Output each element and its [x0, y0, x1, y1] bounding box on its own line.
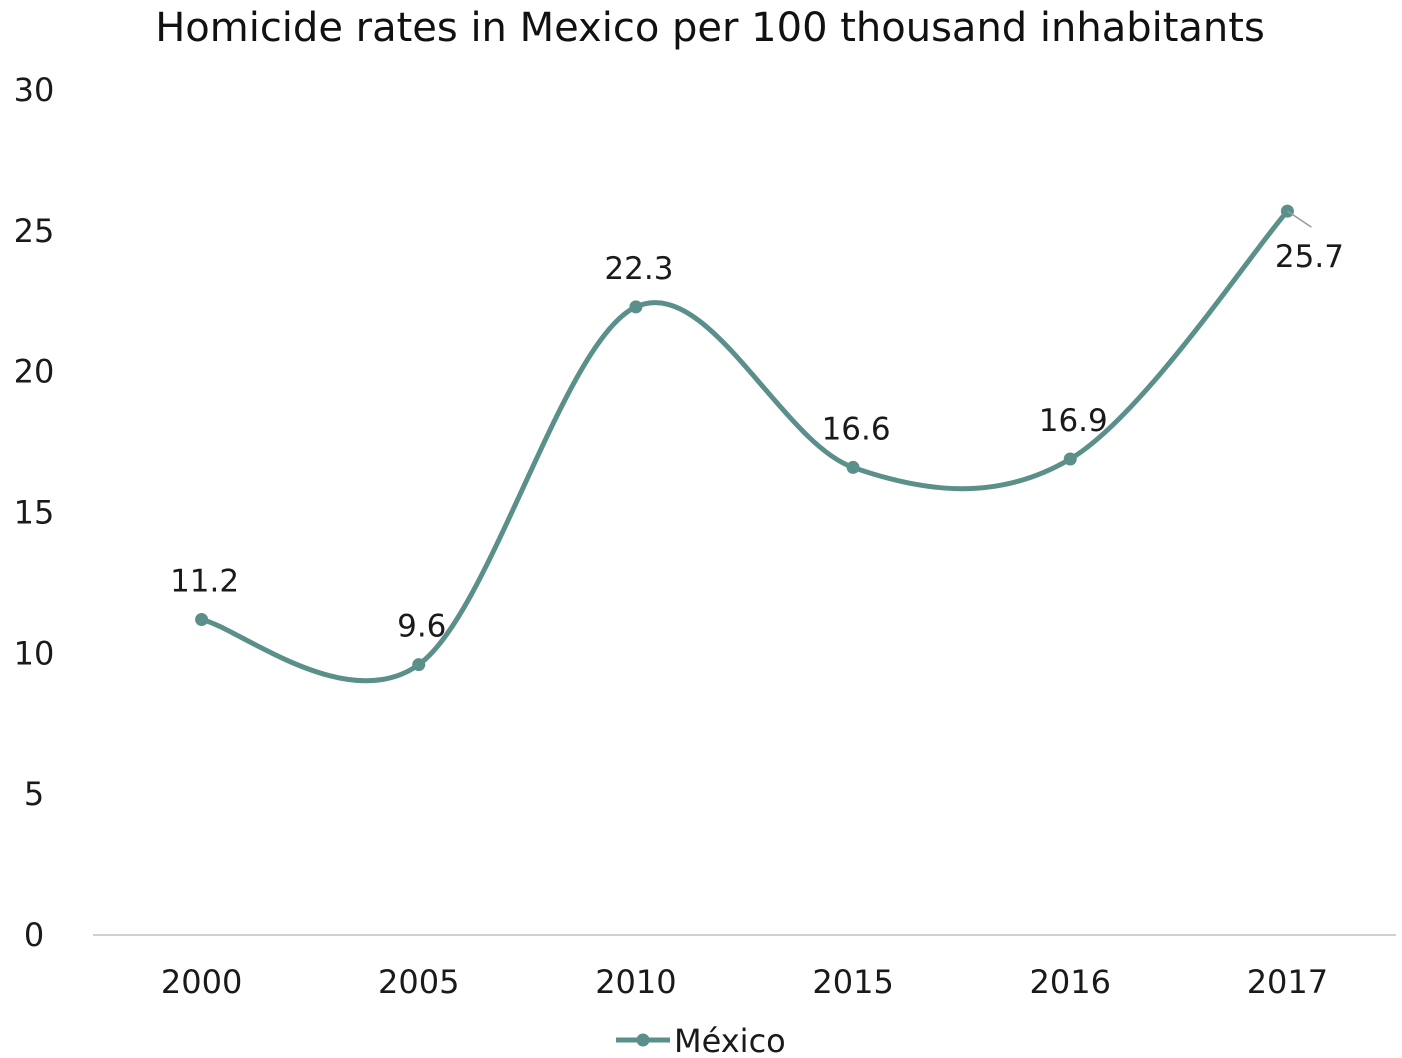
x-tick-label: 2017 — [1247, 963, 1328, 1001]
x-tick-label: 2000 — [161, 963, 242, 1001]
data-label: 9.6 — [397, 609, 446, 645]
series-line-mexico — [199, 208, 1290, 684]
chart-title: Homicide rates in Mexico per 100 thousan… — [155, 5, 1265, 51]
data-point — [1063, 452, 1077, 466]
y-axis-ticks: 0 5 10 15 20 25 30 — [14, 71, 55, 954]
x-tick-label: 2015 — [812, 963, 893, 1001]
data-label: 22.3 — [604, 251, 673, 287]
data-point — [846, 460, 860, 474]
y-tick-label: 0 — [24, 916, 44, 954]
data-label: 25.7 — [1275, 239, 1344, 275]
legend-label-mexico: México — [674, 1022, 786, 1058]
data-label: 16.6 — [822, 411, 891, 447]
y-tick-label: 15 — [14, 494, 55, 532]
x-tick-label: 2010 — [595, 963, 676, 1001]
data-points — [195, 204, 1294, 672]
data-point — [629, 300, 643, 314]
y-tick-label: 30 — [14, 71, 55, 109]
data-point — [412, 658, 426, 672]
y-tick-label: 10 — [14, 634, 55, 672]
x-axis-ticks: 2000 2005 2010 2015 2016 2017 — [161, 963, 1328, 1001]
y-tick-label: 25 — [14, 212, 55, 250]
data-point — [195, 613, 209, 627]
legend: México — [616, 1022, 786, 1058]
y-tick-label: 5 — [24, 775, 44, 813]
y-tick-label: 20 — [14, 353, 55, 391]
x-tick-label: 2005 — [378, 963, 459, 1001]
legend-marker-icon — [636, 1033, 650, 1047]
data-label: 16.9 — [1039, 403, 1108, 439]
x-tick-label: 2016 — [1030, 963, 1111, 1001]
data-label: 11.2 — [170, 564, 239, 600]
data-labels: 11.2 9.6 22.3 16.6 16.9 25.7 — [170, 210, 1344, 645]
data-label-leader — [1287, 210, 1312, 228]
